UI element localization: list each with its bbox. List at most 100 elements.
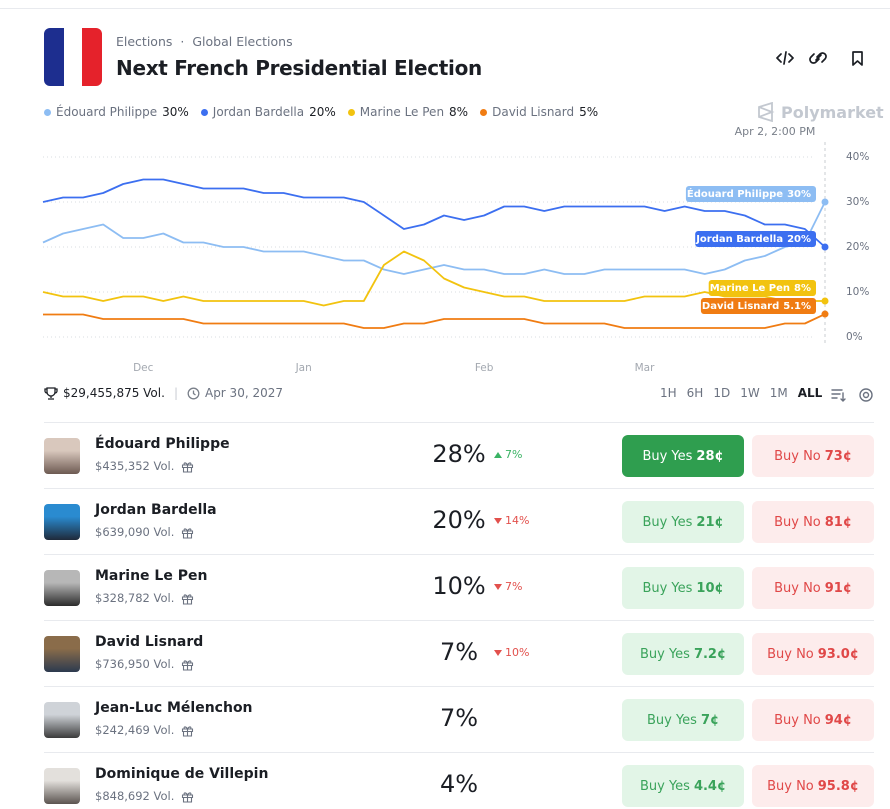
outcome-name[interactable]: Marine Le Pen [95,568,208,584]
clock-icon [187,387,200,399]
buy-no-label: Buy No [774,514,821,530]
gift-icon [182,461,194,473]
gift-icon [182,791,194,803]
arrow [494,583,502,590]
change: 7% [494,448,522,461]
outcome-row: David Lisnard $736,950 Vol. 7% 10% Buy Yes 7.… [44,620,874,686]
chance: 4% [439,770,479,798]
outcome-name[interactable]: Dominique de Villepin [95,766,269,782]
outcome-list: Édouard Philippe $435,352 Vol. 28% 7% Buy Ye… [44,422,874,809]
outcome-name[interactable]: David Lisnard [95,634,204,650]
change: 7% [494,580,522,593]
buy-yes-label: Buy Yes [639,778,690,794]
legend-value: 8% [449,105,469,119]
end-label-name: David Lisnard [702,301,779,312]
arrow-down [494,583,502,590]
buy-no-label: Buy No [774,580,821,596]
embed-icon[interactable] [776,51,794,65]
end-label-text: David Lisnard 5.1% [702,301,811,312]
buy-yes-button[interactable]: Buy Yes 10¢ [622,567,744,609]
x-tick-label: Feb [475,362,494,374]
buy-no-button[interactable]: Buy No 91¢ [752,567,874,609]
buy-no-button[interactable]: Buy No 73¢ [752,435,874,477]
buy-no-button[interactable]: Buy No 93.0¢ [752,633,874,675]
end-label-name: Marine Le Pen [710,283,790,294]
buy-no-price: 91¢ [824,580,852,596]
brand-logo [758,102,775,122]
header-actions [776,51,863,66]
buy-no-button[interactable]: Buy No 81¢ [752,501,874,543]
arrow-down [494,517,502,524]
settings-icon[interactable] [859,388,873,402]
link-icon[interactable] [809,52,827,64]
range-button[interactable]: 1D [713,386,731,400]
gift-icon [182,725,194,737]
range-selector: 1H 6H 1D 1W 1M ALL [660,386,822,400]
buy-yes-button[interactable]: Buy Yes 21¢ [622,501,744,543]
outcome-volume: $848,692 Vol. [95,789,194,803]
change: 14% [494,514,529,527]
range-button[interactable]: ALL [797,386,823,400]
outcome-row: Édouard Philippe $435,352 Vol. 28% 7% Buy Ye… [44,422,874,488]
end-label: David Lisnard 5.1% [700,298,816,315]
gift-shape [182,527,194,539]
range-button[interactable]: 1M [769,386,788,400]
separator: · [180,34,185,49]
legend-item[interactable]: David Lisnard 5% [480,105,598,119]
end-label: Jordan Bardella 20% [695,231,816,247]
chance: 7% [439,638,479,666]
buy-yes-price: 28¢ [696,448,724,464]
range-button[interactable]: 1H [660,386,677,400]
legend-dot [200,108,208,116]
avatar [44,570,80,606]
outcome-row: Jean-Luc Mélenchon $242,469 Vol. 7% Buy Yes… [44,686,874,752]
buy-yes-button[interactable]: Buy Yes 4.4¢ [622,765,744,807]
x-tick-label: Dec [133,362,154,374]
market-title: Next French Presidential Election [116,56,482,80]
buy-no-button[interactable]: Buy No 95.8¢ [752,765,874,807]
legend: Édouard Philippe 30% Jordan Bardella 20% Mar… [44,105,598,119]
legend-item[interactable]: Édouard Philippe 30% [44,105,189,119]
buy-no-button[interactable]: Buy No 94¢ [752,699,874,741]
outcome-name[interactable]: Édouard Philippe [95,436,230,452]
end-label-value: 20% [787,234,811,245]
breadcrumb-item[interactable]: Global Elections [192,34,293,49]
chance: 10% [432,572,486,600]
end-label: Édouard Philippe 30% [685,186,816,202]
x-tick-label: Jan [295,362,312,374]
outcome-row: Jordan Bardella $639,090 Vol. 20% 14% Buy Ye… [44,488,874,554]
gift-shape [182,791,194,803]
end-label-name: Jordan Bardella [695,234,783,245]
legend-item[interactable]: Jordan Bardella 20% [200,105,336,119]
y-tick-label: 20% [846,241,869,253]
top-border [0,8,890,9]
buy-no-label: Buy No [774,712,821,728]
range-button[interactable]: 1W [740,386,760,400]
buy-no-price: 73¢ [824,448,852,464]
outcome-name[interactable]: Jordan Bardella [95,502,217,518]
outcome-name[interactable]: Jean-Luc Mélenchon [95,700,253,716]
x-tick-label: Mar [635,362,655,374]
chart-controls [831,388,873,402]
range-button[interactable]: 6H [686,386,704,400]
buy-yes-label: Buy Yes [642,514,693,530]
avatar [44,702,80,738]
buy-yes-button[interactable]: Buy Yes 7¢ [622,699,744,741]
volume-text: $736,950 Vol. [95,657,175,671]
y-tick-label: 10% [846,286,869,298]
buy-yes-button[interactable]: Buy Yes 7.2¢ [622,633,744,675]
sort-icon[interactable] [831,389,846,402]
outcome-volume: $639,090 Vol. [95,525,194,539]
legend-dot [347,108,355,116]
bookmark-icon[interactable] [852,51,863,66]
avatar [44,768,80,804]
buy-yes-button[interactable]: Buy Yes 28¢ [622,435,744,477]
flag [44,28,102,86]
breadcrumb-item[interactable]: Elections [116,34,173,49]
buy-yes-price: 21¢ [696,514,724,530]
legend-dot [480,108,488,116]
legend-item[interactable]: Marine Le Pen 8% [347,105,469,119]
change-value: 10% [505,646,530,659]
avatar [44,438,80,474]
